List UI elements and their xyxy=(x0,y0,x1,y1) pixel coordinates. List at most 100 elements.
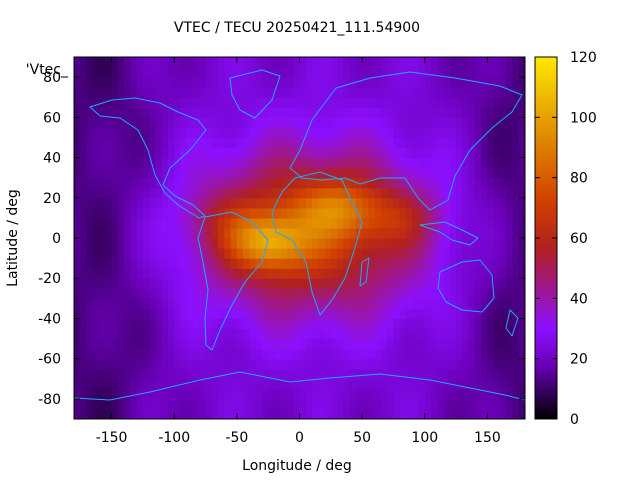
heatmap-cell xyxy=(456,107,463,118)
heatmap-cell xyxy=(224,227,232,239)
heatmap-cell xyxy=(481,288,489,299)
heatmap-cell xyxy=(343,87,351,98)
heatmap-cell xyxy=(518,358,525,370)
heatmap-cell xyxy=(368,358,376,370)
heatmap-cell xyxy=(249,348,257,360)
heatmap-cell xyxy=(199,338,207,350)
heatmap-cell xyxy=(343,238,351,249)
heatmap-cell xyxy=(499,328,507,340)
heatmap-cell xyxy=(224,157,232,169)
heatmap-cell xyxy=(211,167,219,179)
heatmap-cell xyxy=(405,408,413,419)
heatmap-cell xyxy=(487,298,495,309)
heatmap-cell xyxy=(481,298,489,309)
heatmap-cell xyxy=(424,227,432,239)
heatmap-cell xyxy=(180,97,188,108)
heatmap-cell xyxy=(399,147,407,159)
heatmap-cell xyxy=(124,127,131,139)
heatmap-cell xyxy=(431,157,438,169)
heatmap-cell xyxy=(362,97,369,108)
heatmap-cell xyxy=(349,258,357,269)
heatmap-cell xyxy=(318,77,326,88)
heatmap-cell xyxy=(286,278,294,289)
heatmap-cell xyxy=(199,177,207,189)
heatmap-cell xyxy=(211,117,219,128)
heatmap-cell xyxy=(481,328,489,340)
heatmap-cell xyxy=(261,258,269,269)
heatmap-cell xyxy=(456,147,463,159)
heatmap-cell xyxy=(462,408,470,419)
heatmap-cell xyxy=(337,87,344,98)
heatmap-cell xyxy=(99,268,106,279)
heatmap-cell xyxy=(155,217,163,229)
heatmap-cell xyxy=(167,258,175,269)
heatmap-cell xyxy=(255,308,263,320)
heatmap-cell xyxy=(349,177,357,189)
heatmap-cell xyxy=(468,167,476,179)
heatmap-cell xyxy=(255,117,263,128)
heatmap-cell xyxy=(261,87,269,98)
heatmap-cell xyxy=(261,298,269,309)
heatmap-cell xyxy=(236,147,244,159)
heatmap-cell xyxy=(487,187,495,199)
heatmap-cell xyxy=(130,408,138,419)
heatmap-cell xyxy=(330,348,338,360)
heatmap-cell xyxy=(437,308,445,320)
heatmap-cell xyxy=(393,348,401,360)
heatmap-cell xyxy=(205,318,213,330)
heatmap-cell xyxy=(193,217,200,229)
heatmap-cell xyxy=(205,117,213,128)
heatmap-cell xyxy=(399,238,407,249)
heatmap-cell xyxy=(255,227,263,239)
heatmap-cell xyxy=(218,167,225,179)
heatmap-cell xyxy=(318,107,326,118)
heatmap-cell xyxy=(443,278,451,289)
heatmap-cell xyxy=(230,278,238,289)
heatmap-cell xyxy=(111,248,119,259)
heatmap-cell xyxy=(393,127,401,139)
heatmap-cell xyxy=(249,358,257,370)
heatmap-cell xyxy=(405,328,413,340)
heatmap-cell xyxy=(80,328,88,340)
heatmap-cell xyxy=(142,358,150,370)
heatmap-cell xyxy=(362,388,369,400)
heatmap-cell xyxy=(142,117,150,128)
heatmap-cell xyxy=(355,408,363,419)
heatmap-cell xyxy=(249,398,257,410)
heatmap-cell xyxy=(412,358,420,370)
heatmap-cell xyxy=(193,57,200,68)
heatmap-cell xyxy=(343,358,351,370)
heatmap-cell xyxy=(462,77,470,88)
heatmap-cell xyxy=(180,157,188,169)
heatmap-cell xyxy=(261,388,269,400)
heatmap-cell xyxy=(255,378,263,390)
heatmap-cell xyxy=(211,348,219,360)
heatmap-cell xyxy=(92,157,100,169)
heatmap-cell xyxy=(293,318,301,330)
heatmap-cell xyxy=(393,408,401,419)
heatmap-cell xyxy=(293,308,301,320)
heatmap-cell xyxy=(117,127,125,139)
heatmap-cell xyxy=(468,258,476,269)
heatmap-cell xyxy=(255,258,263,269)
heatmap-cell xyxy=(380,288,388,299)
heatmap-cell xyxy=(255,187,263,199)
heatmap-cell xyxy=(312,227,319,239)
heatmap-cell xyxy=(268,197,276,209)
heatmap-cell xyxy=(493,227,501,239)
heatmap-cell xyxy=(86,318,94,330)
heatmap-cell xyxy=(506,227,514,239)
heatmap-cell xyxy=(512,338,520,350)
heatmap-cell xyxy=(468,77,476,88)
heatmap-cell xyxy=(512,358,520,370)
heatmap-cell xyxy=(343,258,351,269)
heatmap-cell xyxy=(374,308,382,320)
heatmap-cell xyxy=(424,97,432,108)
heatmap-cell xyxy=(368,288,376,299)
heatmap-cell xyxy=(431,348,438,360)
heatmap-cell xyxy=(424,318,432,330)
heatmap-cell xyxy=(117,87,125,98)
heatmap-cell xyxy=(481,157,489,169)
heatmap-cell xyxy=(105,217,113,229)
heatmap-cell xyxy=(493,167,501,179)
